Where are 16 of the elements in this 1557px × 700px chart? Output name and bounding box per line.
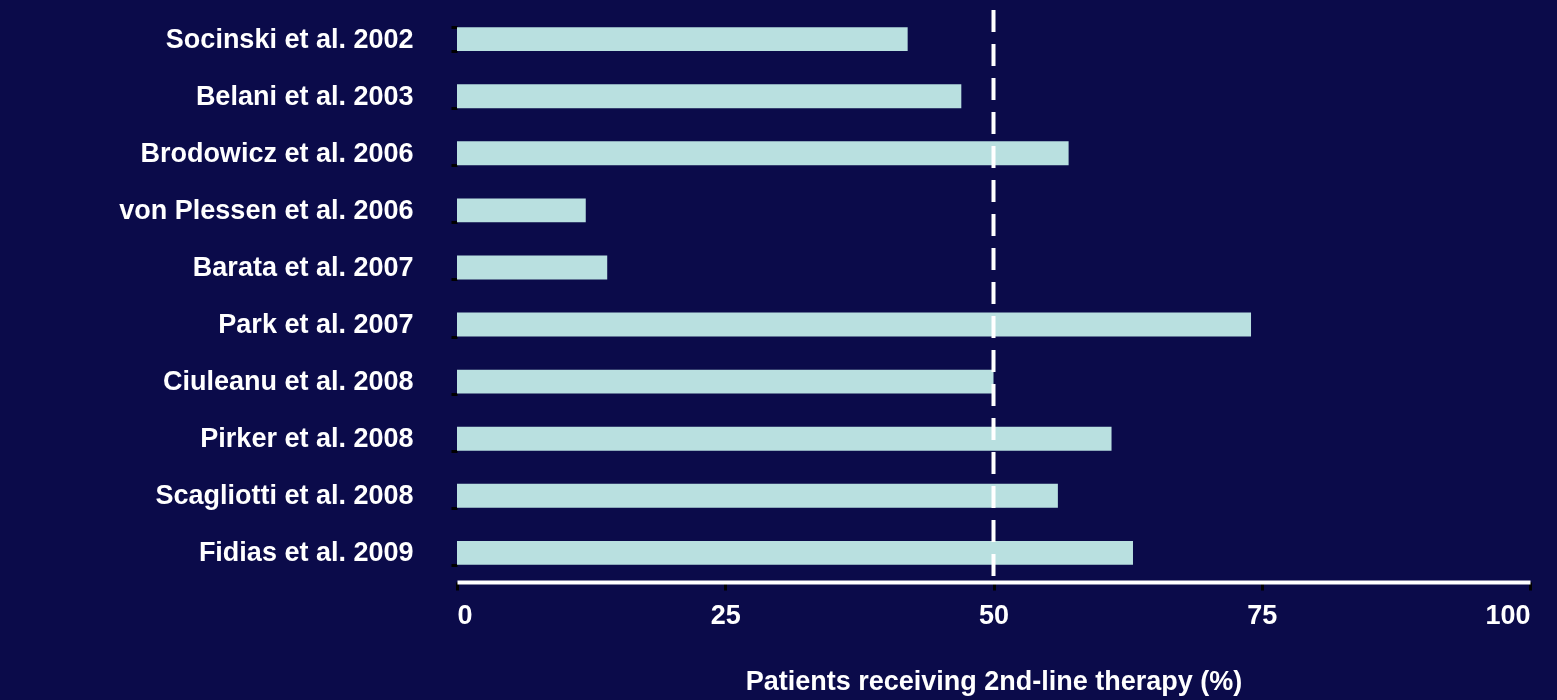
y-tick-label: Belani et al. 2003 — [195, 80, 414, 111]
x-tick-label: 75 — [1247, 599, 1278, 630]
y-tick-label: Scagliotti et al. 2008 — [155, 480, 414, 511]
y-tick-label: Park et al. 2007 — [218, 309, 414, 340]
y-tick-label: von Plessen et al. 2006 — [119, 194, 414, 225]
x-tick-label: 25 — [710, 599, 741, 630]
x-axis-title: Patients receiving 2nd-line therapy (%) — [745, 665, 1243, 696]
x-tick-label: 0 — [457, 599, 473, 630]
y-tick-label: Brodowicz et al. 2006 — [140, 137, 414, 168]
y-tick-label: Fidias et al. 2009 — [198, 537, 414, 568]
y-tick-label: Barata et al. 2007 — [192, 251, 414, 282]
y-tick-label: Socinski et al. 2002 — [165, 23, 414, 54]
y-tick-label: Ciuleanu et al. 2008 — [162, 366, 414, 397]
y-tick-label: Pirker et al. 2008 — [200, 423, 414, 454]
x-tick-label: 50 — [978, 599, 1010, 630]
x-tick-label: 100 — [1485, 599, 1531, 630]
